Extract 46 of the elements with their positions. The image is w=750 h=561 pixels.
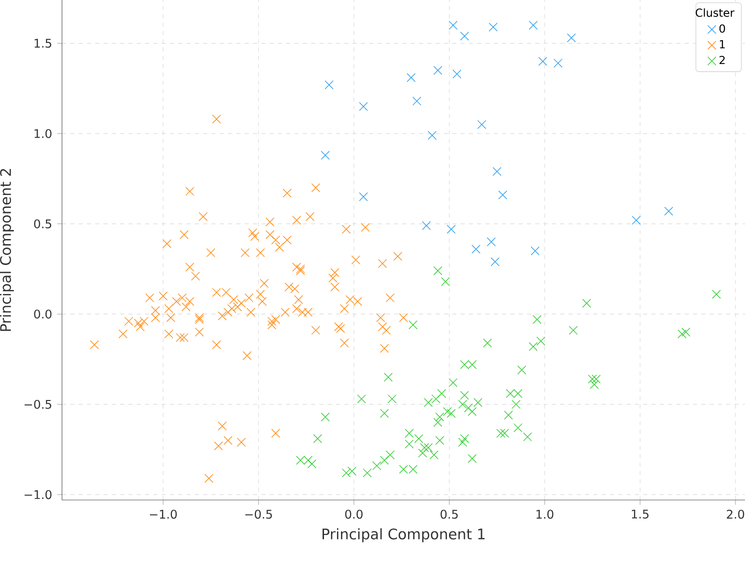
point	[472, 244, 480, 254]
legend-label: 1	[720, 40, 725, 48]
point	[486, 237, 496, 246]
point	[492, 167, 502, 176]
point	[422, 221, 431, 230]
y-tick-label: 0.5	[34, 219, 52, 228]
x-tick-label: 1.0	[536, 510, 554, 519]
point	[490, 257, 500, 266]
point	[566, 33, 576, 42]
y-tick-label: 1.0	[34, 129, 52, 138]
y-tick-label: −0.5	[24, 400, 52, 409]
x-tick-label: −1.0	[150, 510, 177, 519]
point	[412, 96, 422, 106]
y-tick-label: 1.5	[34, 38, 52, 48]
legend-label: 2	[720, 56, 725, 64]
point	[460, 32, 470, 41]
point	[477, 120, 486, 129]
point	[530, 246, 540, 256]
point	[528, 20, 538, 30]
point	[406, 73, 416, 82]
point	[446, 224, 456, 234]
point	[433, 66, 442, 75]
point	[358, 192, 368, 202]
point	[428, 130, 437, 140]
x-tick-label: 2.0	[726, 510, 744, 519]
point	[632, 216, 641, 225]
legend-title: Cluster	[696, 8, 734, 17]
x-axis-title: Principal Component 1	[322, 528, 485, 542]
point	[320, 150, 330, 160]
point	[452, 70, 462, 78]
point	[324, 80, 334, 90]
x-tick-label: 1.5	[632, 510, 648, 519]
x-tick-label: −0.5	[245, 510, 272, 519]
x-tick-label: 0.0	[345, 510, 363, 519]
point	[664, 206, 674, 216]
point	[498, 190, 508, 200]
legend-label: 0	[719, 24, 726, 33]
y-tick-label: 0.0	[34, 310, 52, 319]
point	[554, 58, 562, 68]
point	[448, 20, 458, 30]
point	[358, 102, 368, 111]
point	[488, 22, 498, 32]
point	[538, 56, 548, 66]
y-axis-title: Principal Component 2	[0, 169, 14, 331]
y-tick-label: −1.0	[24, 490, 52, 500]
x-tick-label: 0.5	[440, 510, 458, 519]
